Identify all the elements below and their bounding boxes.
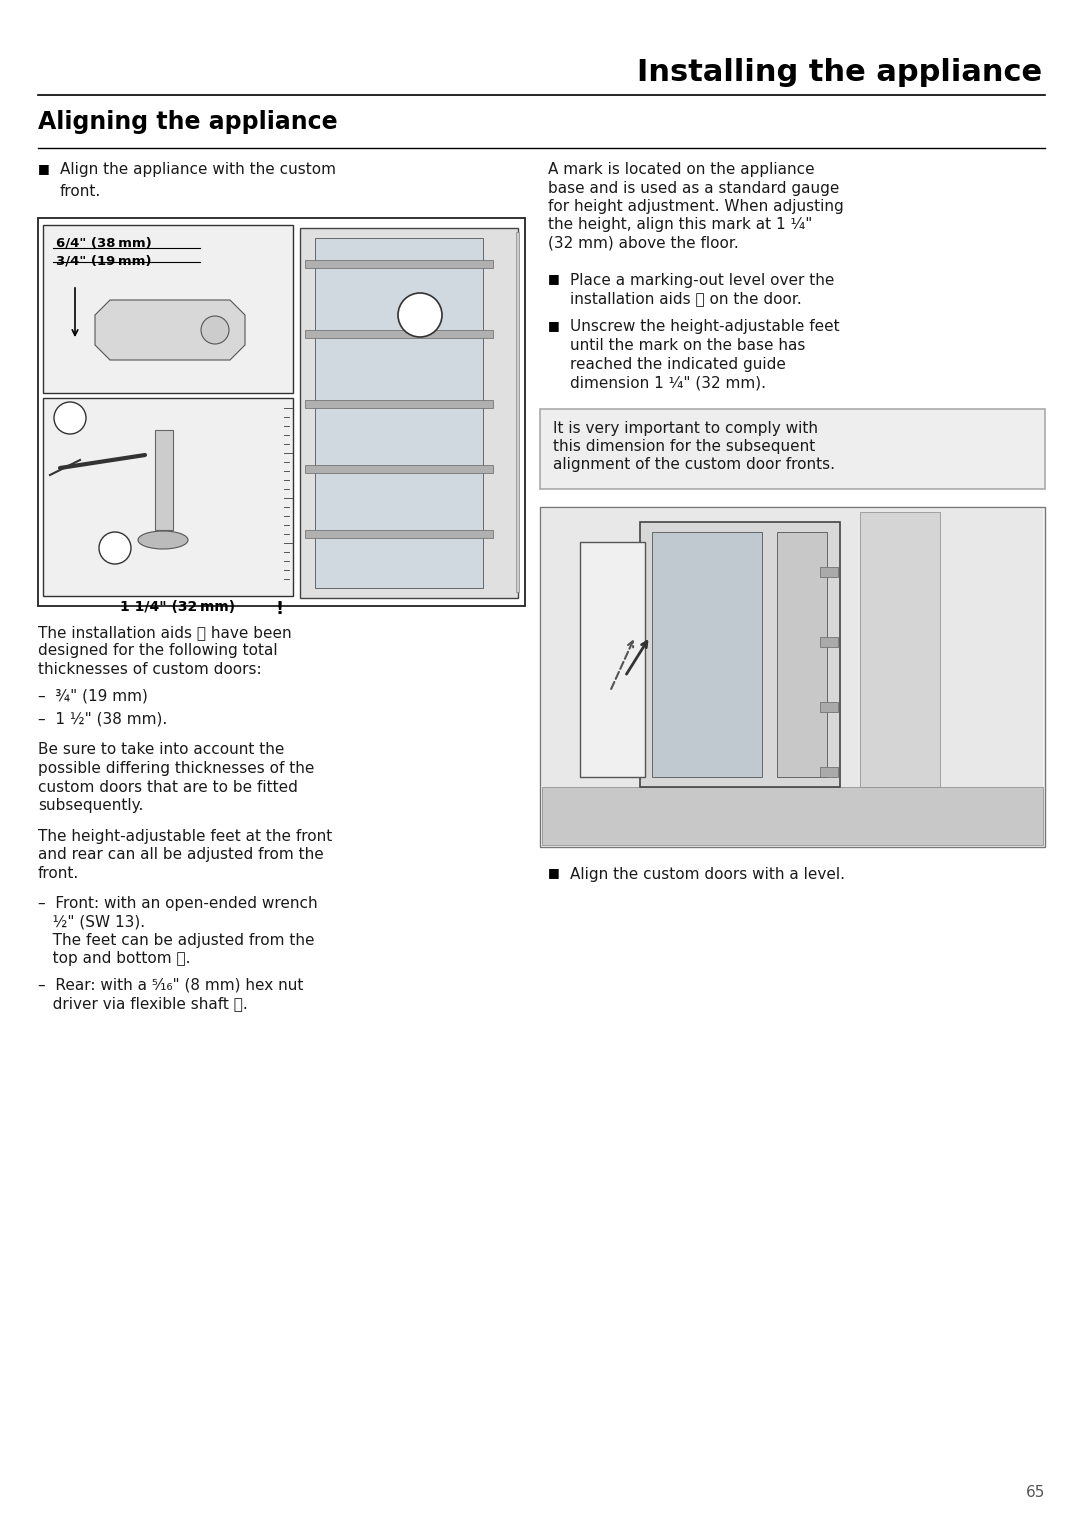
Text: –  ¾" (19 mm): – ¾" (19 mm) bbox=[38, 688, 148, 703]
Bar bbox=[43, 398, 293, 596]
Bar bbox=[640, 521, 840, 786]
Text: until the mark on the base has: until the mark on the base has bbox=[570, 338, 806, 353]
Text: 3/4" (19 mm): 3/4" (19 mm) bbox=[56, 254, 151, 268]
FancyBboxPatch shape bbox=[540, 408, 1045, 488]
Text: 6: 6 bbox=[110, 541, 120, 555]
Bar bbox=[305, 330, 492, 338]
Text: ■: ■ bbox=[38, 162, 50, 174]
Text: –  Front: with an open-ended wrench: – Front: with an open-ended wrench bbox=[38, 896, 318, 911]
Bar bbox=[38, 219, 525, 605]
Polygon shape bbox=[95, 300, 245, 359]
Text: Unscrew the height-adjustable feet: Unscrew the height-adjustable feet bbox=[570, 320, 839, 335]
Text: ■: ■ bbox=[548, 867, 559, 879]
Bar bbox=[820, 766, 838, 777]
Text: base and is used as a standard gauge: base and is used as a standard gauge bbox=[548, 180, 839, 196]
Text: ■: ■ bbox=[548, 320, 559, 332]
Text: (32 mm) above the floor.: (32 mm) above the floor. bbox=[548, 235, 739, 251]
Bar bbox=[542, 786, 1043, 844]
Text: custom doors that are to be fitted: custom doors that are to be fitted bbox=[38, 780, 298, 795]
Bar bbox=[860, 512, 940, 786]
Text: ■: ■ bbox=[548, 272, 559, 286]
Bar bbox=[820, 567, 838, 576]
Text: designed for the following total: designed for the following total bbox=[38, 644, 278, 659]
Text: Align the appliance with the custom
front.: Align the appliance with the custom fron… bbox=[60, 162, 336, 199]
Text: alignment of the custom door fronts.: alignment of the custom door fronts. bbox=[553, 457, 835, 472]
Text: 65: 65 bbox=[1026, 1485, 1045, 1500]
Text: –  Rear: with a ⁵⁄₁₆" (8 mm) hex nut: – Rear: with a ⁵⁄₁₆" (8 mm) hex nut bbox=[38, 979, 303, 992]
Text: installation aids ⓔ on the door.: installation aids ⓔ on the door. bbox=[570, 291, 801, 306]
Bar bbox=[300, 228, 518, 598]
Text: possible differing thicknesses of the: possible differing thicknesses of the bbox=[38, 761, 314, 777]
Text: dimension 1 ¹⁄₄" (32 mm).: dimension 1 ¹⁄₄" (32 mm). bbox=[570, 375, 766, 390]
Bar bbox=[542, 509, 1043, 844]
Text: thicknesses of custom doors:: thicknesses of custom doors: bbox=[38, 662, 261, 677]
Text: –  1 ½" (38 mm).: – 1 ½" (38 mm). bbox=[38, 713, 167, 726]
Text: this dimension for the subsequent: this dimension for the subsequent bbox=[553, 439, 815, 454]
Text: for height adjustment. When adjusting: for height adjustment. When adjusting bbox=[548, 199, 843, 214]
Text: driver via flexible shaft ⓖ.: driver via flexible shaft ⓖ. bbox=[38, 997, 247, 1012]
Text: and rear can all be adjusted from the: and rear can all be adjusted from the bbox=[38, 847, 324, 862]
Text: the height, align this mark at 1 ¹⁄₄": the height, align this mark at 1 ¹⁄₄" bbox=[548, 217, 812, 232]
Bar bbox=[305, 260, 492, 268]
Text: subsequently.: subsequently. bbox=[38, 798, 144, 813]
Text: The height-adjustable feet at the front: The height-adjustable feet at the front bbox=[38, 829, 333, 844]
Text: reached the indicated guide: reached the indicated guide bbox=[570, 356, 786, 372]
Text: The installation aids ⓔ have been: The installation aids ⓔ have been bbox=[38, 625, 292, 641]
Circle shape bbox=[99, 532, 131, 564]
Bar bbox=[652, 532, 762, 777]
Text: ½" (SW 13).: ½" (SW 13). bbox=[38, 914, 145, 930]
Text: A mark is located on the appliance: A mark is located on the appliance bbox=[548, 162, 814, 177]
Bar bbox=[156, 430, 173, 531]
Bar bbox=[580, 541, 645, 777]
Text: front.: front. bbox=[38, 865, 79, 881]
Text: Aligning the appliance: Aligning the appliance bbox=[38, 110, 338, 135]
Text: Align the custom doors with a level.: Align the custom doors with a level. bbox=[570, 867, 845, 882]
Bar bbox=[305, 465, 492, 472]
Bar bbox=[540, 506, 1045, 847]
Circle shape bbox=[201, 317, 229, 344]
Text: Installing the appliance: Installing the appliance bbox=[637, 58, 1042, 87]
Text: top and bottom ⓕ.: top and bottom ⓕ. bbox=[38, 951, 190, 966]
Ellipse shape bbox=[138, 531, 188, 549]
Text: Be sure to take into account the: Be sure to take into account the bbox=[38, 743, 284, 757]
Text: 1 1/4" (32 mm): 1 1/4" (32 mm) bbox=[120, 599, 235, 615]
Bar bbox=[305, 531, 492, 538]
Bar bbox=[43, 225, 293, 393]
Bar bbox=[820, 636, 838, 647]
Text: The feet can be adjusted from the: The feet can be adjusted from the bbox=[38, 933, 314, 948]
Text: 6/4" (38 mm): 6/4" (38 mm) bbox=[56, 235, 152, 249]
Bar bbox=[820, 702, 838, 711]
Text: Place a marking-out level over the: Place a marking-out level over the bbox=[570, 272, 835, 287]
Text: 7: 7 bbox=[66, 411, 75, 425]
Circle shape bbox=[399, 294, 442, 336]
Bar bbox=[516, 232, 519, 592]
Text: !: ! bbox=[275, 599, 283, 618]
Bar bbox=[777, 532, 827, 777]
Circle shape bbox=[54, 402, 86, 434]
Bar bbox=[315, 239, 483, 589]
Bar bbox=[305, 401, 492, 408]
Text: It is very important to comply with: It is very important to comply with bbox=[553, 420, 818, 436]
Text: 5: 5 bbox=[415, 306, 426, 324]
